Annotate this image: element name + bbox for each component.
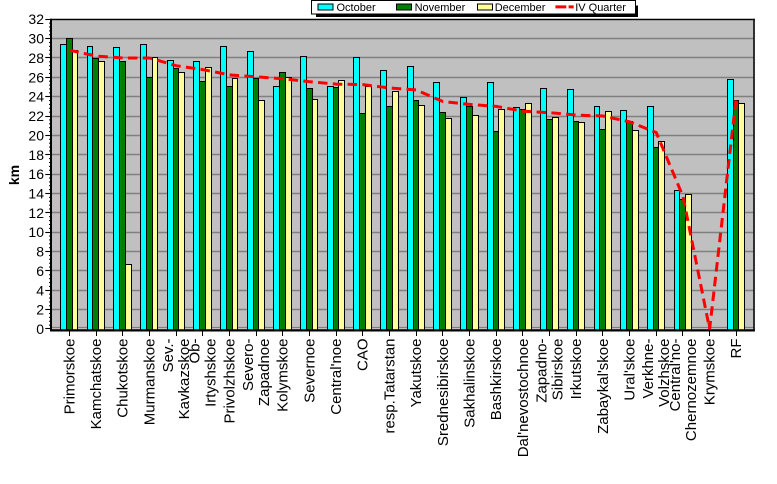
svg-text:28: 28 [28, 50, 44, 66]
svg-text:Chernozemnoe: Chernozemnoe [683, 339, 700, 442]
svg-text:Volzhskoe: Volzhskoe [656, 339, 673, 407]
svg-text:30: 30 [28, 31, 44, 47]
svg-text:IV Quarter: IV Quarter [575, 2, 626, 14]
svg-text:Yakutskoe: Yakutskoe [408, 339, 425, 408]
svg-text:Central'noe: Central'noe [328, 339, 345, 415]
svg-text:Bashkirskoe: Bashkirskoe [488, 339, 505, 421]
svg-text:Central'no-: Central'no- [667, 339, 684, 412]
svg-text:8: 8 [36, 244, 44, 260]
svg-text:Srednesibirskoe: Srednesibirskoe [435, 339, 452, 447]
svg-text:Dal'nevostochnoe: Dal'nevostochnoe [515, 339, 532, 458]
svg-text:Krymskoe: Krymskoe [702, 339, 719, 406]
svg-text:Sibirskoe: Sibirskoe [549, 339, 566, 401]
svg-text:Zapadnoe: Zapadnoe [256, 339, 273, 407]
svg-text:Privolzhskoe: Privolzhskoe [221, 339, 238, 424]
svg-text:November: November [415, 2, 466, 14]
svg-text:Severnoe: Severnoe [301, 339, 318, 403]
svg-text:Ural'skoe: Ural'skoe [622, 339, 639, 401]
svg-text:October: October [337, 2, 376, 14]
svg-text:10: 10 [28, 224, 44, 240]
svg-text:24: 24 [28, 89, 44, 105]
svg-text:4: 4 [36, 282, 44, 298]
svg-text:December: December [495, 2, 546, 14]
svg-text:12: 12 [28, 205, 44, 221]
svg-text:14: 14 [28, 185, 44, 201]
svg-text:32: 32 [28, 11, 44, 27]
svg-text:16: 16 [28, 166, 44, 182]
svg-text:22: 22 [28, 108, 44, 124]
svg-text:Sev.-: Sev.- [160, 339, 177, 373]
svg-text:2: 2 [36, 302, 44, 318]
svg-text:Zabaykal'skoe: Zabaykal'skoe [595, 339, 612, 434]
svg-text:Severo-: Severo- [240, 339, 257, 392]
svg-text:Verkhne-: Verkhne- [640, 339, 657, 399]
svg-text:resp.Tatarstan: resp.Tatarstan [381, 339, 398, 434]
svg-text:Kolymskoe: Kolymskoe [275, 339, 292, 412]
svg-text:Ob-: Ob- [187, 339, 204, 364]
svg-text:Irkutskoe: Irkutskoe [568, 339, 585, 400]
svg-text:Kamchatskoe: Kamchatskoe [88, 339, 105, 430]
svg-text:Kavkazskoe: Kavkazskoe [176, 339, 193, 420]
svg-text:Zapadno-: Zapadno- [533, 339, 550, 403]
svg-text:6: 6 [36, 263, 44, 279]
svg-text:Irtyshskoe: Irtyshskoe [203, 339, 220, 407]
svg-text:26: 26 [28, 69, 44, 85]
svg-text:km: km [6, 165, 22, 185]
svg-text:CAO: CAO [355, 339, 372, 372]
svg-text:20: 20 [28, 127, 44, 143]
svg-text:Sakhalinskoe: Sakhalinskoe [461, 339, 478, 428]
svg-text:RF: RF [728, 339, 745, 359]
svg-text:0: 0 [36, 321, 44, 337]
svg-text:Murmanskoe: Murmanskoe [141, 339, 158, 426]
svg-text:Primorskoe: Primorskoe [61, 339, 78, 415]
svg-text:18: 18 [28, 147, 44, 163]
svg-text:Chukotskoe: Chukotskoe [115, 339, 132, 418]
